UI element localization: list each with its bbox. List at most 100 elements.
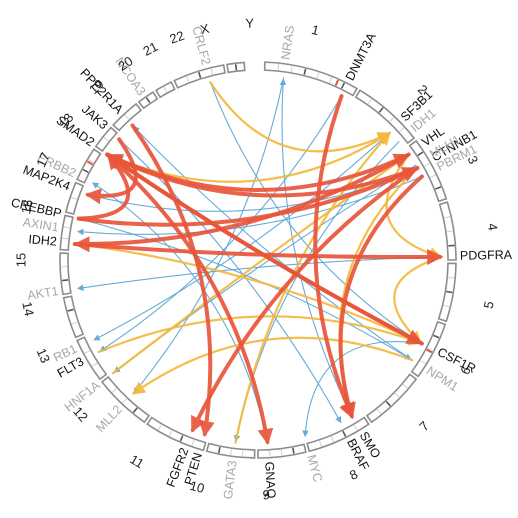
chromosome-segment-13 — [76, 336, 108, 381]
band-mark — [210, 68, 214, 75]
band-mark — [444, 216, 451, 219]
band-mark — [303, 68, 307, 75]
band-mark — [292, 447, 295, 454]
band-mark — [446, 230, 453, 233]
band-mark — [111, 388, 117, 393]
links-layer — [72, 77, 444, 445]
band-mark — [168, 430, 173, 437]
band-mark — [197, 71, 202, 79]
gene-label-pdgfra: PDGFRA — [460, 248, 513, 263]
band-mark — [122, 398, 127, 404]
link-blue — [279, 78, 354, 419]
band-mark — [91, 362, 98, 367]
link-blue — [209, 81, 422, 344]
gene-label-gnaq: GNAQ — [262, 461, 278, 499]
link-yellow — [73, 242, 423, 345]
link-blue — [76, 175, 423, 236]
band-mark — [132, 407, 138, 414]
band-mark — [84, 350, 91, 354]
band-mark — [290, 65, 293, 72]
band-mark — [145, 97, 151, 104]
band-mark — [329, 77, 333, 84]
band-mark — [389, 116, 395, 123]
band-mark — [319, 440, 322, 447]
chromosome-label: 13 — [34, 346, 54, 365]
chromosome-label: 5 — [481, 300, 497, 310]
gene-label-akt1: AKT1 — [26, 284, 59, 303]
chromosome-segment-2 — [354, 89, 416, 145]
chromosome-ring — [59, 61, 457, 459]
chromosome-label: 1 — [310, 22, 321, 38]
link-red — [105, 152, 274, 445]
band-mark — [280, 449, 283, 456]
band-mark — [378, 107, 384, 113]
band-mark — [63, 226, 70, 229]
band-mark — [67, 308, 74, 312]
link-red — [106, 153, 420, 198]
gene-label-nras: NRAS — [278, 24, 297, 60]
chromosome-label: X — [199, 21, 211, 38]
chromosome-label: 15 — [13, 253, 28, 267]
band-highlight — [426, 348, 433, 354]
gene-label-idh2: IDH2 — [28, 232, 58, 248]
link-yellow — [131, 336, 414, 395]
band-mark — [163, 86, 168, 93]
link-blue — [302, 341, 423, 438]
link-blue — [132, 125, 413, 361]
band-mark — [420, 360, 426, 365]
chromosome-label: 16 — [18, 198, 36, 215]
chromosome-label: 17 — [33, 150, 53, 169]
chromosome-segment-8 — [306, 416, 370, 453]
gene-label-dnmt3a: DNMT3A — [343, 30, 379, 83]
band-mark — [353, 424, 358, 431]
chromosome-label: 14 — [19, 300, 37, 317]
band-highlight — [334, 79, 340, 86]
band-mark — [179, 435, 184, 442]
gene-label-npm1: NPM1 — [424, 364, 461, 395]
band-mark — [217, 447, 221, 454]
chromosome-label: 11 — [127, 451, 146, 471]
band-mark — [191, 439, 195, 446]
link-yellow — [385, 153, 443, 260]
chromosome-segment-15 — [59, 252, 72, 296]
link-blue — [78, 218, 412, 360]
band-mark — [82, 168, 89, 174]
chromosome-segment-1 — [263, 61, 359, 97]
link-yellow — [209, 81, 392, 153]
band-mark — [427, 347, 433, 352]
link-red — [84, 137, 138, 205]
band-mark — [330, 436, 335, 443]
band-mark — [277, 64, 280, 71]
gene-label-axin1: AXIN1 — [22, 215, 60, 234]
chromosome-label: 21 — [141, 39, 161, 59]
gene-label-gata3: GATA3 — [221, 460, 240, 501]
chromosome-label: 4 — [485, 222, 501, 231]
band-mark — [367, 98, 372, 105]
band-mark — [316, 72, 320, 79]
band-mark — [394, 392, 400, 398]
chromosome-segment-4 — [438, 201, 457, 261]
band-mark — [234, 64, 238, 71]
link-red — [76, 153, 131, 221]
band-mark — [435, 186, 442, 190]
link-red — [190, 166, 420, 433]
band-mark — [399, 127, 405, 133]
band-mark — [103, 136, 109, 142]
link-red — [72, 241, 444, 265]
band-mark — [424, 162, 430, 167]
link-yellow — [393, 255, 444, 345]
band-mark — [446, 290, 453, 294]
band-mark — [433, 334, 440, 339]
gene-label-myc: MYC — [304, 453, 325, 483]
chromosome-label: 20 — [115, 53, 135, 74]
chromosome-label: 7 — [416, 418, 432, 434]
chromosome-segment-11 — [146, 416, 207, 452]
chromosome-label: 22 — [168, 28, 187, 47]
band-mark — [342, 430, 347, 437]
chromosome-segment-7 — [365, 373, 418, 424]
band-mark — [71, 197, 78, 200]
link-red — [338, 174, 424, 420]
